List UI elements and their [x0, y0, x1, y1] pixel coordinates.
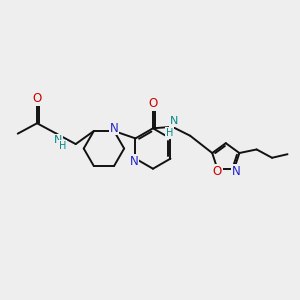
Text: H: H — [59, 141, 67, 151]
Text: H: H — [166, 128, 174, 138]
Text: N: N — [130, 155, 138, 168]
Text: O: O — [148, 97, 158, 110]
Text: N: N — [110, 122, 118, 134]
Text: N: N — [170, 116, 178, 127]
Text: N: N — [54, 135, 62, 145]
Text: N: N — [232, 165, 241, 178]
Text: O: O — [213, 165, 222, 178]
Text: O: O — [32, 92, 42, 105]
